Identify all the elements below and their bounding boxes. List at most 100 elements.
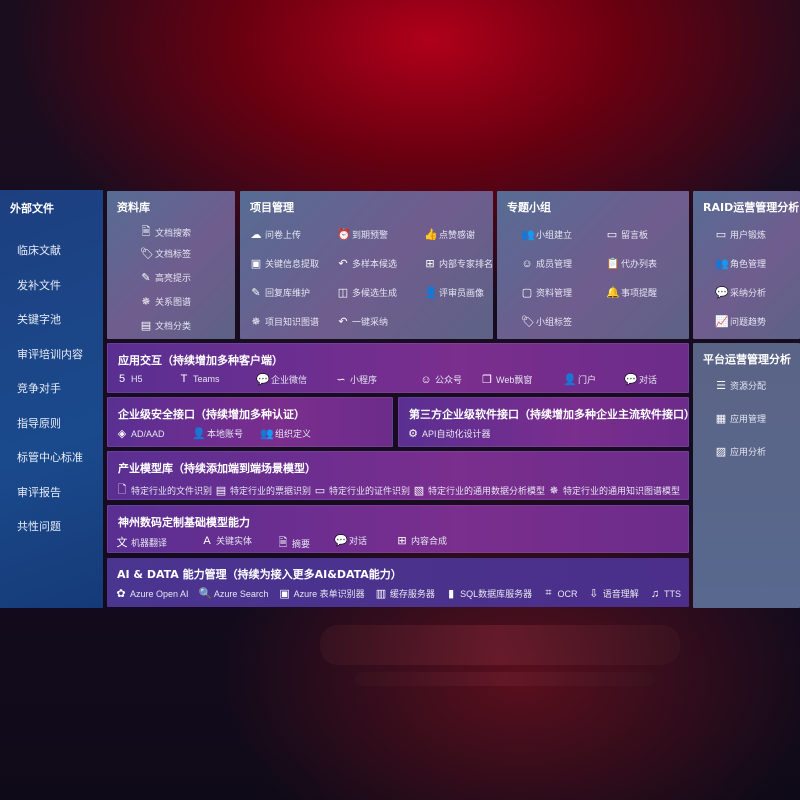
trend-icon: 📈 — [715, 316, 729, 328]
item-label: 关系图谱 — [155, 297, 192, 307]
item-tag[interactable]: 🏷 小组标签 — [521, 315, 572, 328]
item-label: 摘要 — [292, 539, 311, 549]
item-label: 对话 — [349, 536, 368, 546]
item-teams[interactable]: T Teams — [178, 373, 220, 385]
item-api-gear[interactable]: ⚙ API自动化设计器 — [407, 427, 490, 440]
item-label: 组织定义 — [275, 429, 312, 439]
item-file[interactable]: 🗋 特定行业的文件识别 — [116, 481, 212, 500]
item-cache[interactable]: ▥ 缓存服务器 — [375, 587, 435, 600]
sidebar-item[interactable]: 共性问题 — [17, 520, 61, 533]
item-label: 特定行业的证件识别 — [328, 486, 410, 496]
item-qa[interactable]: 💬 采纳分析 — [715, 286, 766, 299]
item-puzzle[interactable]: ◫ 多候选生成 — [337, 286, 397, 299]
item-label: AD/AAD — [131, 428, 165, 439]
compose-icon: ⊞ — [397, 535, 407, 547]
item-apps[interactable]: ▦ 应用管理 — [715, 412, 766, 425]
item-wechat-work[interactable]: 💬 企业微信 — [256, 373, 307, 386]
item-users[interactable]: 👥 角色管理 — [715, 257, 766, 270]
item-translate[interactable]: 文机器翻译 — [116, 534, 168, 550]
item-html5[interactable]: 5 H5 — [116, 373, 143, 385]
item-reply[interactable]: ↶ 一键采纳 — [337, 315, 388, 328]
item-label: 门户 — [578, 375, 597, 385]
panel-app-interaction: 应用交互（持续增加多种客户端） 5 H5 T Teams 💬 企业微信 ∽ 小程序 ☺ 公众号 ❐ We… — [107, 343, 689, 393]
user-add-icon: ☺ — [521, 257, 533, 270]
item-reply[interactable]: ↶ 多样本候选 — [337, 257, 397, 270]
item-knowledge-graph[interactable]: ✵ 特定行业的通用知识图谱模型 — [548, 484, 680, 497]
sidebar-item[interactable]: 审评培训内容 — [17, 347, 83, 361]
item-cloud-upload[interactable]: ☁ 问卷上传 — [250, 228, 302, 241]
sidebar-item[interactable]: 临床文献 — [17, 244, 61, 257]
item-user-add[interactable]: ☺ 成员管理 — [521, 257, 572, 270]
item-edit[interactable]: ✎ 回复库维护 — [250, 286, 310, 299]
panel-industry-models: 产业模型库（持续添加端到端场景模型） 🗋 特定行业的文件识别 ▤ 特定行业的票据识别 ▭ 特… — [107, 451, 689, 500]
org-icon: 👥 — [260, 428, 274, 440]
panel-base-models: 神州数码定制基础模型能力文机器翻译 A 关键实体 🗎 摘要 💬 对话 ⊞ 内容合成 — [107, 505, 689, 553]
item-label: 文档搜索 — [155, 228, 192, 238]
web-window-icon: ❐ — [482, 374, 492, 386]
item-chat[interactable]: 💬 对话 — [334, 534, 367, 547]
item-entity[interactable]: A 关键实体 — [201, 534, 252, 547]
sidebar-item[interactable]: 标管中心标准 — [17, 451, 83, 464]
entity-icon: A — [203, 534, 211, 547]
ranking-icon: ⊞ — [425, 258, 435, 270]
item-label: 到期预警 — [352, 230, 389, 240]
item-id-card[interactable]: ▭ 用户锻炼 — [715, 228, 766, 241]
sidebar-item[interactable]: 发补文件 — [17, 278, 61, 292]
item-openai[interactable]: ✿ Azure Open AI — [115, 587, 188, 600]
item-bbs[interactable]: ▭ 留言板 — [606, 228, 648, 241]
chat-icon: 💬 — [334, 535, 348, 547]
item-id-card[interactable]: ▭ 特定行业的证件识别 — [314, 484, 410, 497]
item-org[interactable]: 👥 组织定义 — [260, 427, 311, 440]
item-speech[interactable]: ⇩ 语音理解 — [588, 587, 639, 600]
item-portal[interactable]: 👤 门户 — [563, 373, 596, 386]
item-local-account[interactable]: 👤 本地账号 — [192, 427, 243, 440]
item-receipt[interactable]: ▤ 特定行业的票据识别 — [215, 484, 311, 497]
item-thumbs-up[interactable]: 👍 点赞感谢 — [424, 228, 475, 241]
item-sql[interactable]: ▮ SQL数据库服务器 — [445, 587, 532, 600]
panel-title: 第三方企业级软件接口（持续增加多种企业主流软件接口） — [409, 408, 695, 421]
panel-title: 专题小组 — [507, 201, 551, 214]
item-label: 问题趋势 — [730, 317, 767, 327]
item-analytics[interactable]: ▨ 应用分析 — [715, 445, 766, 458]
item-label: 小程序 — [350, 375, 378, 385]
item-alarm[interactable]: ⏰ 到期预警 — [337, 228, 388, 241]
item-relation-graph[interactable]: ✵ 关系图谱 — [140, 295, 191, 308]
item-summary[interactable]: 🗎 摘要 — [277, 534, 310, 553]
item-checklist[interactable]: ☰ 资源分配 — [715, 379, 766, 392]
item-web-window[interactable]: ❐ Web飘窗 — [481, 373, 532, 386]
item-users[interactable]: 👥 小组建立 — [521, 228, 572, 241]
knowledge-graph-icon: ✵ — [549, 485, 559, 497]
item-form-recognizer[interactable]: ▣ Azure 表单识别器 — [279, 587, 364, 600]
bbs-icon: ▭ — [606, 229, 618, 241]
puzzle-icon: ◫ — [337, 287, 349, 299]
item-folder[interactable]: ▢ 资料管理 — [521, 286, 572, 299]
sidebar-item[interactable]: 指导原则 — [17, 416, 61, 430]
item-doc-category[interactable]: ▤ 文档分类 — [140, 319, 191, 332]
item-chart[interactable]: ▧ 特定行业的通用数据分析模型 — [413, 484, 545, 497]
item-user[interactable]: 👤 评审员画像 — [424, 286, 484, 299]
item-compose[interactable]: ⊞ 内容合成 — [396, 534, 447, 547]
item-label: TTS — [664, 588, 681, 599]
item-label: 特定行业的通用知识图谱模型 — [562, 486, 680, 496]
portal-icon: 👤 — [563, 374, 577, 386]
item-bell[interactable]: 🔔 事项提醒 — [606, 286, 657, 299]
item-tts[interactable]: ♫ TTS — [649, 588, 681, 600]
item-official-account[interactable]: ☺ 公众号 — [420, 373, 462, 386]
item-trend[interactable]: 📈 问题趋势 — [715, 315, 766, 328]
sidebar-item[interactable]: 审评报告 — [17, 485, 61, 499]
item-tag[interactable]: 🏷 文档标签 — [140, 247, 191, 260]
item-clipboard[interactable]: 📋 代办列表 — [606, 257, 657, 270]
sidebar-item[interactable]: 竞争对手 — [17, 382, 61, 395]
chat-icon: 💬 — [624, 374, 638, 386]
item-ad[interactable]: ◈ AD/AAD — [116, 427, 165, 440]
item-ranking[interactable]: ⊞ 内部专家排名 — [424, 257, 493, 270]
item-ocr[interactable]: ⌗ OCR — [542, 587, 577, 600]
item-chat[interactable]: 💬 对话 — [624, 373, 657, 386]
item-highlight-pen[interactable]: ✎ 高亮提示 — [140, 271, 191, 284]
item-doc-search[interactable]: 🗎 文档搜索 — [140, 223, 191, 242]
item-mini-program[interactable]: ∽ 小程序 — [335, 373, 377, 386]
sidebar-item[interactable]: 关键字池 — [17, 313, 61, 326]
item-search[interactable]: 🔍 Azure Search — [199, 587, 269, 600]
item-key-info[interactable]: ▣ 关键信息提取 — [250, 257, 319, 270]
item-knowledge-graph[interactable]: ✵ 项目知识图谱 — [250, 315, 319, 328]
